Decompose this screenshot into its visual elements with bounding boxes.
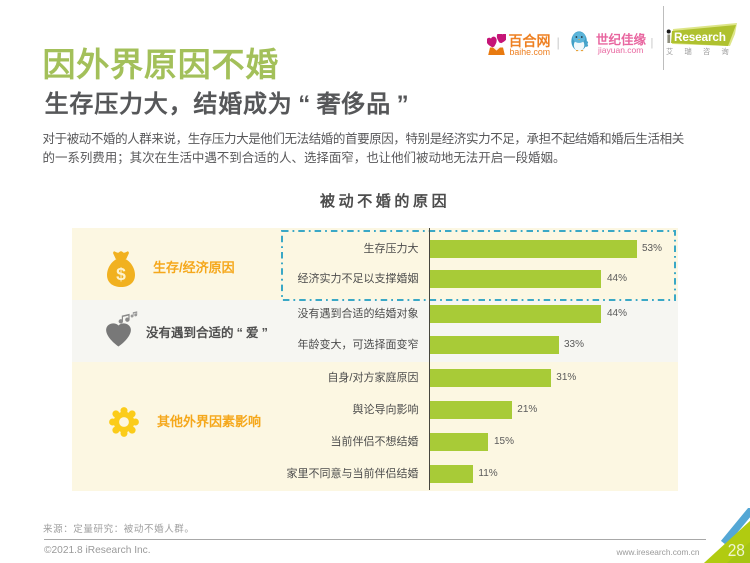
svg-text:28: 28 (728, 540, 745, 560)
svg-text:$: $ (116, 264, 126, 284)
svg-text:Research: Research (674, 30, 726, 44)
